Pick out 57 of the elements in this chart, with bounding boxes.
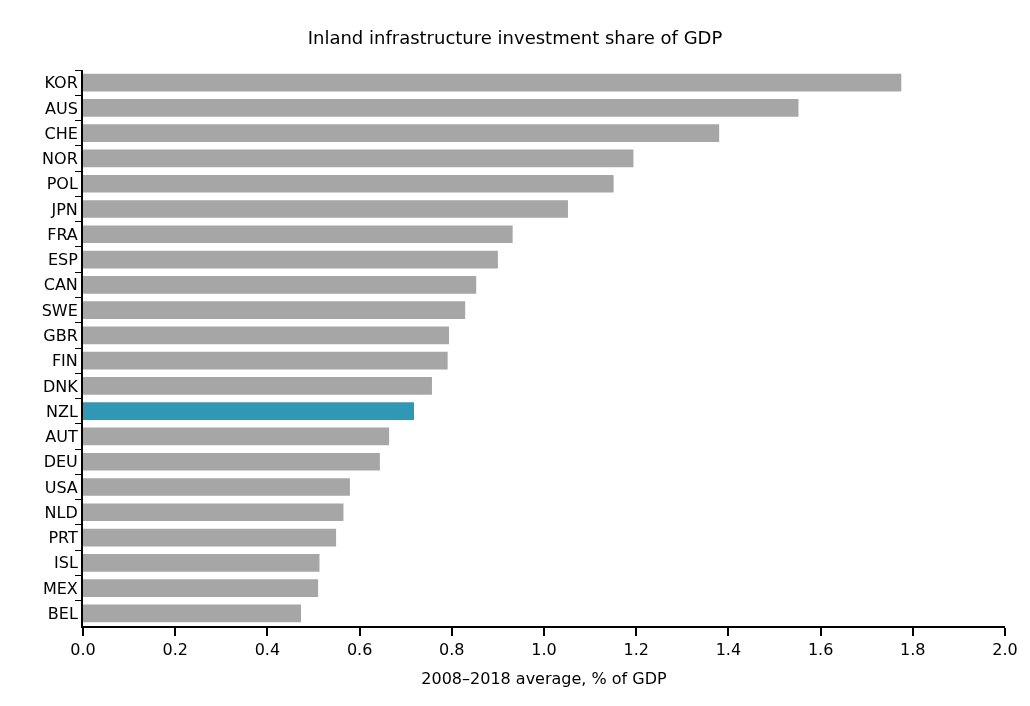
- y-tick-label: FIN: [51, 351, 78, 371]
- y-tick-label: KOR: [44, 73, 78, 93]
- y-tick-label: GBR: [43, 325, 78, 345]
- bar: [83, 301, 466, 319]
- y-tick-label: NZL: [45, 401, 78, 421]
- y-tick-label: POL: [46, 174, 78, 194]
- bar: [83, 579, 319, 597]
- y-tick-label: AUS: [44, 98, 78, 118]
- y-tick-label: SWE: [41, 300, 78, 320]
- y-tick-label: USA: [44, 477, 78, 497]
- bar: [83, 200, 568, 218]
- bar: [83, 149, 634, 168]
- chart-title: Inland infrastructure investment share of GDP: [307, 27, 723, 49]
- y-tick-label: ISL: [54, 553, 78, 573]
- x-tick-label: 0.6: [346, 640, 373, 660]
- bar: [83, 478, 350, 496]
- bar: [83, 528, 337, 547]
- y-tick-label: FRA: [47, 224, 78, 244]
- bar: [83, 402, 414, 421]
- y-tick-label: NLD: [44, 502, 78, 522]
- bar: [83, 553, 320, 572]
- y-tick-label: CHE: [44, 123, 78, 143]
- x-tick-label: 1.8: [900, 640, 926, 660]
- bar: [83, 326, 450, 345]
- bar: [83, 377, 432, 395]
- x-tick-label: 2.0: [992, 640, 1018, 660]
- bar: [83, 427, 390, 446]
- x-axis-title: 2008–2018 average, % of GDP: [421, 669, 668, 689]
- x-tick-label: 0.4: [254, 640, 281, 660]
- x-tick-label: 1.4: [715, 640, 742, 660]
- y-tick-label: MEX: [42, 578, 78, 598]
- x-tick-label: 0.2: [162, 640, 188, 660]
- bar: [83, 99, 799, 117]
- bar: [83, 250, 498, 269]
- x-tick-label: 1.6: [807, 640, 834, 660]
- bar: [83, 275, 477, 294]
- y-tick-label: JPN: [50, 199, 78, 219]
- y-tick-label: DNK: [43, 376, 79, 396]
- bar: [83, 452, 380, 471]
- x-tick-label: 0.8: [439, 640, 465, 660]
- x-tick-label: 1.2: [623, 640, 649, 660]
- y-tick-label: PRT: [48, 528, 79, 548]
- y-tick-label: ESP: [47, 250, 79, 270]
- y-tick-label: DEU: [43, 452, 78, 472]
- bar: [83, 604, 302, 623]
- y-tick-label: BEL: [47, 603, 78, 623]
- bar: [83, 503, 344, 522]
- y-tick-label: CAN: [43, 275, 78, 295]
- bar: [83, 174, 614, 193]
- y-tick-label: AUT: [45, 427, 79, 447]
- bar: [83, 225, 513, 244]
- x-tick-label: 0.0: [70, 640, 96, 660]
- x-tick-label: 1.0: [531, 640, 557, 660]
- bar: [83, 73, 902, 92]
- bar: [83, 351, 448, 370]
- bar: [83, 124, 720, 143]
- y-tick-label: NOR: [42, 149, 78, 169]
